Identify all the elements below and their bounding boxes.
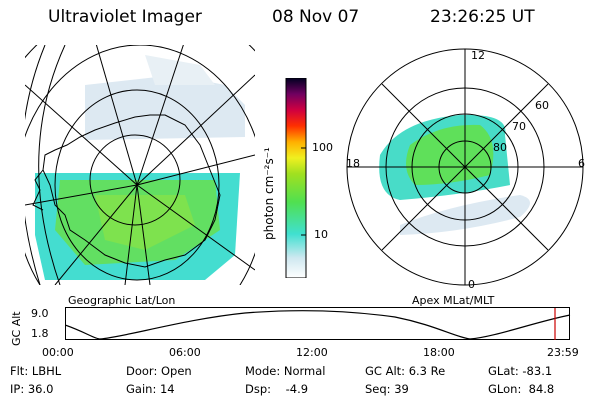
mlat-label-80: 80 xyxy=(493,141,507,154)
mlat-label-60: 60 xyxy=(535,99,549,112)
colorbar-unit-label: photon cm⁻²s⁻¹ xyxy=(262,147,276,240)
peninsula-coastline xyxy=(32,169,44,211)
observation-time: 23:26:25 UT xyxy=(430,7,535,27)
glat-readout: GLat: -83.1 xyxy=(488,364,553,378)
mlat-label-70: 70 xyxy=(512,120,526,133)
orbit-ylabel: GC Alt xyxy=(10,311,23,346)
meridian xyxy=(95,45,138,186)
seq-readout: Seq: 39 xyxy=(365,382,409,396)
latitude-arc xyxy=(38,45,66,285)
dsp-readout: Dsp: -4.9 xyxy=(245,382,309,396)
latitude-circle-middle xyxy=(54,89,220,281)
latitude-circle-inner xyxy=(89,134,181,226)
latitude-arc xyxy=(25,45,46,285)
orbit-xtick-2359: 23:59 xyxy=(547,346,579,359)
mlt-label-12: 12 xyxy=(471,49,485,62)
gc-alt-readout: GC Alt: 6.3 Re xyxy=(365,364,446,378)
mlt-label-6: 6 xyxy=(578,157,585,170)
door-readout: Door: Open xyxy=(126,364,192,378)
observation-date: 08 Nov 07 xyxy=(272,7,360,27)
mlt-line-diag xyxy=(381,83,549,251)
colorbar-tick-100: 100 xyxy=(312,141,333,154)
orbit-xtick-0000: 00:00 xyxy=(42,346,74,359)
meridian xyxy=(136,45,184,186)
ip-readout: IP: 36.0 xyxy=(10,382,54,396)
meridian xyxy=(25,184,138,206)
meridian xyxy=(54,184,138,285)
colorbar-gradient xyxy=(285,78,307,278)
mode-readout: Mode: Normal xyxy=(245,364,326,378)
meridian xyxy=(136,154,255,186)
aurora-gap xyxy=(25,141,255,173)
mlt-label-18: 18 xyxy=(346,157,360,170)
meridian xyxy=(136,184,151,285)
orbit-xtick-1800: 18:00 xyxy=(423,346,455,359)
colorbar-tick-10: 10 xyxy=(314,228,328,241)
orbit-xtick-1200: 12:00 xyxy=(296,346,328,359)
meridian xyxy=(136,184,255,271)
gain-readout: Gain: 14 xyxy=(126,382,175,396)
orbit-ytick-max: 9.0 xyxy=(31,307,49,320)
polar-caption: Apex MLat/MLT xyxy=(412,294,495,307)
orbit-altitude-curve xyxy=(65,310,571,340)
orbit-ytick-min: 1.8 xyxy=(31,327,49,340)
aurora-oval-green xyxy=(406,124,494,185)
colorbar xyxy=(285,78,307,278)
meridian xyxy=(124,184,138,285)
coastline xyxy=(42,114,221,268)
orbit-altitude-plot xyxy=(65,307,571,340)
orbit-plot-frame xyxy=(65,307,570,340)
glon-readout: GLon: 84.8 xyxy=(488,382,555,396)
aurora-faint-region xyxy=(145,55,215,85)
meridian xyxy=(136,74,255,186)
instrument-title: Ultraviolet Imager xyxy=(48,7,202,27)
mlt-label-0: 0 xyxy=(468,278,475,291)
orbit-xtick-0600: 06:00 xyxy=(169,346,201,359)
meridian xyxy=(25,84,138,186)
geographic-caption: Geographic Lat/Lon xyxy=(68,294,176,307)
filter-readout: Flt: LBHL xyxy=(10,364,62,378)
polar-mlat-mlt-panel xyxy=(346,48,584,286)
geographic-map-panel xyxy=(25,45,255,285)
